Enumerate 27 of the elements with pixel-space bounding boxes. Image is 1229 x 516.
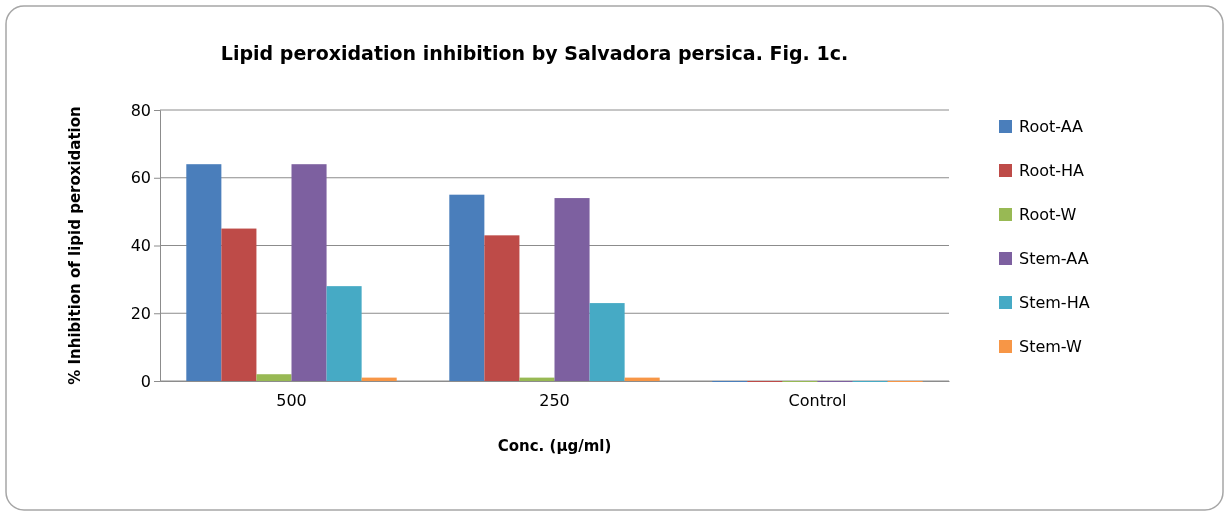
bar: [519, 377, 555, 381]
bar: [449, 194, 485, 381]
bar: [484, 235, 520, 381]
x-tick-label: 500: [276, 391, 307, 411]
bar: [554, 198, 590, 381]
x-tick-label: 250: [539, 391, 570, 411]
legend-label: Root-AA: [1019, 117, 1084, 136]
x-axis-title: Conc. (µg/ml): [497, 437, 612, 455]
y-tick-label: 0: [140, 371, 151, 391]
legend-label: Stem-W: [1019, 337, 1082, 356]
bar: [326, 286, 362, 381]
chart-title: Lipid peroxidation inhibition by Salvadora persica. Fig. 1c.: [220, 42, 849, 64]
legend-label: Root-HA: [1019, 161, 1085, 180]
y-tick-label: 60: [130, 168, 151, 188]
y-tick-label: 20: [130, 303, 151, 323]
y-tick-label: 80: [130, 100, 151, 120]
x-tick-label: Control: [788, 391, 847, 411]
bar: [291, 164, 327, 381]
legend-label: Root-W: [1019, 205, 1077, 224]
legend-label: Stem-AA: [1019, 249, 1089, 268]
bar: [589, 303, 625, 381]
bar: [256, 374, 292, 381]
bar: [221, 228, 257, 381]
bar: [186, 164, 222, 381]
y-tick-label: 40: [130, 236, 151, 256]
y-axis-title: % Inhibition of lipid peroxidation: [66, 106, 84, 385]
legend-label: Stem-HA: [1019, 293, 1090, 312]
